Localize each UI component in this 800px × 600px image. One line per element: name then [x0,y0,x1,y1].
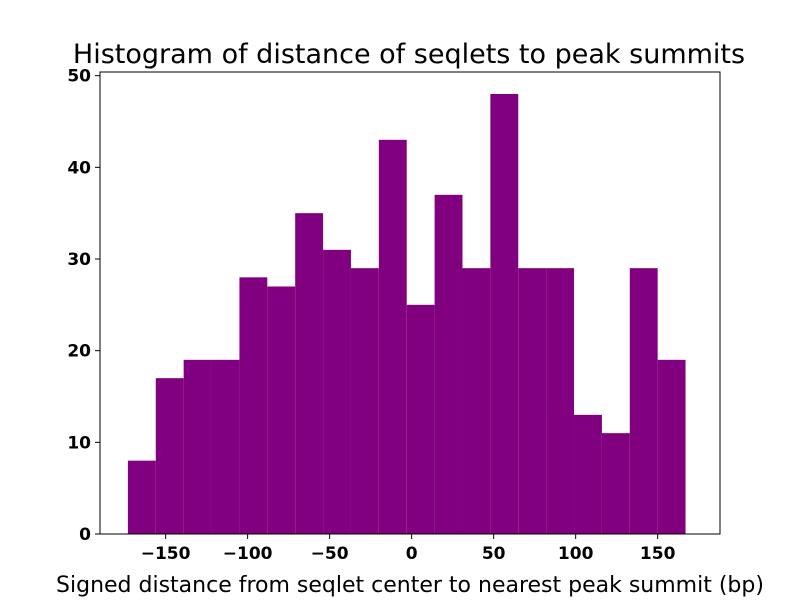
histogram-bar-3 [211,359,240,534]
y-tick-label: 10 [67,433,91,453]
x-tick-label: 0 [406,544,418,564]
y-tick-label: 0 [79,525,91,545]
histogram-bar-17 [601,433,630,534]
histogram-bar-8 [350,268,379,534]
x-tick-label: −50 [311,544,349,564]
histogram-bar-2 [183,359,212,534]
histogram-bar-14 [518,268,547,534]
histogram-bar-9 [378,139,407,535]
histogram-bar-11 [434,194,463,535]
axes-frame [99,71,721,535]
histogram-bar-12 [462,268,491,534]
histogram-bar-0 [127,460,156,534]
histogram-bars [127,94,686,535]
x-tick-label: 150 [640,544,676,564]
histogram-bar-19 [657,359,686,534]
histogram-bar-4 [239,277,268,534]
y-axis-ticks: 0 10 20 30 40 50 [67,67,100,545]
histogram-bar-1 [155,378,184,534]
histogram-bar-16 [574,414,602,534]
x-tick-label: −150 [141,544,191,564]
x-tick-label: −100 [223,544,273,564]
histogram-bar-10 [406,304,435,534]
y-tick-label: 40 [67,158,91,178]
histogram-bar-13 [490,94,519,534]
x-tick-label: 100 [558,544,594,564]
y-tick-label: 20 [67,342,91,362]
histogram-bar-15 [546,268,575,534]
chart-title: Histogram of distance of seqlets to peak… [73,39,745,70]
x-tick-label: 50 [482,544,506,564]
x-axis-ticks: −150 −100 −50 0 50 100 150 [141,534,676,564]
y-tick-label: 50 [67,67,91,87]
histogram-bar-5 [267,286,296,534]
histogram-bar-7 [323,249,351,535]
histogram-bar-18 [629,268,658,534]
histogram-bar-6 [295,213,324,534]
x-axis-label: Signed distance from seqlet center to ne… [56,573,764,598]
y-tick-label: 30 [67,250,91,270]
